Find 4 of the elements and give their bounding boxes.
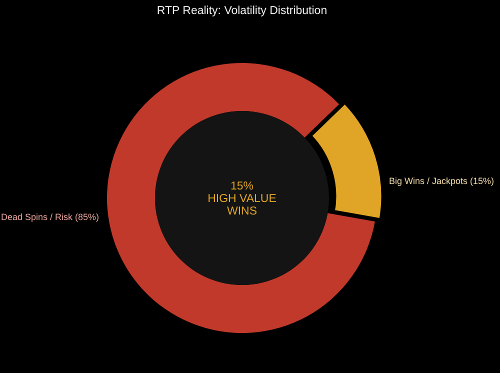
chart-title: RTP Reality: Volatility Distribution <box>156 5 328 17</box>
slice-label: Dead Spins / Risk (85%) <box>0 212 99 222</box>
slice-label: Big Wins / Jackpots (15%) <box>389 176 494 186</box>
text: 15% HIGH VALUE WINS <box>208 180 277 218</box>
